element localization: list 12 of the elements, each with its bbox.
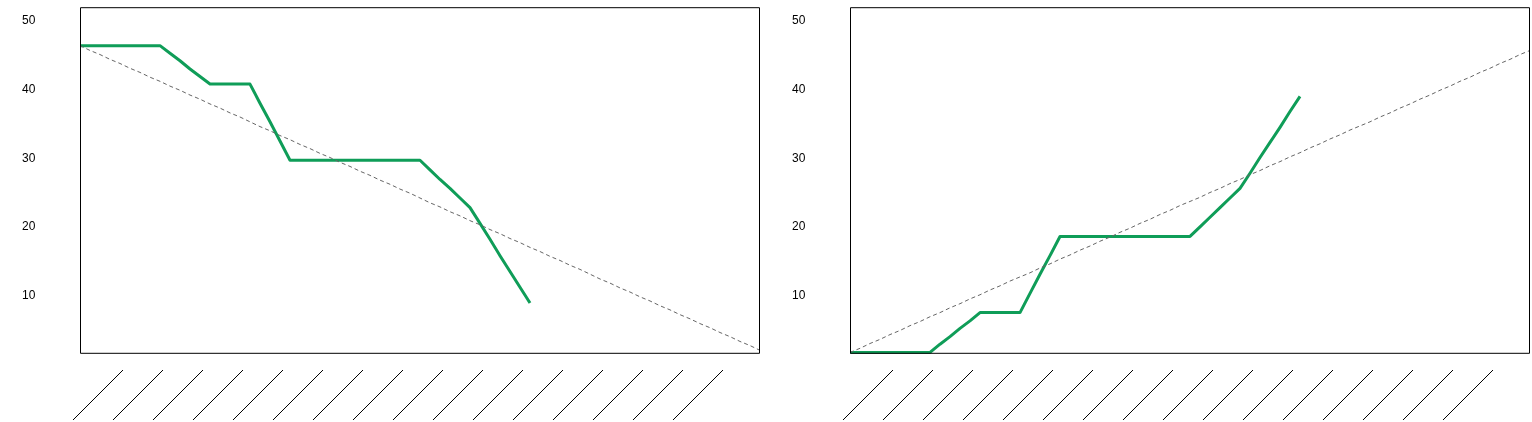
y-tick-label: 30 (22, 150, 36, 165)
y-tick-label: 50 (792, 13, 806, 28)
y-tick-label: 40 (22, 81, 36, 96)
y-tick-label: 10 (22, 287, 36, 302)
y-tick-label: 40 (792, 81, 806, 96)
y-tick-label: 50 (22, 13, 36, 28)
y-tick-label: 20 (22, 219, 36, 234)
line-series (79, 45, 761, 351)
line-series (849, 49, 1531, 353)
y-tick-label: 10 (792, 287, 806, 302)
y-tick-label: 30 (792, 150, 806, 165)
y-tick-label: 20 (792, 219, 806, 234)
